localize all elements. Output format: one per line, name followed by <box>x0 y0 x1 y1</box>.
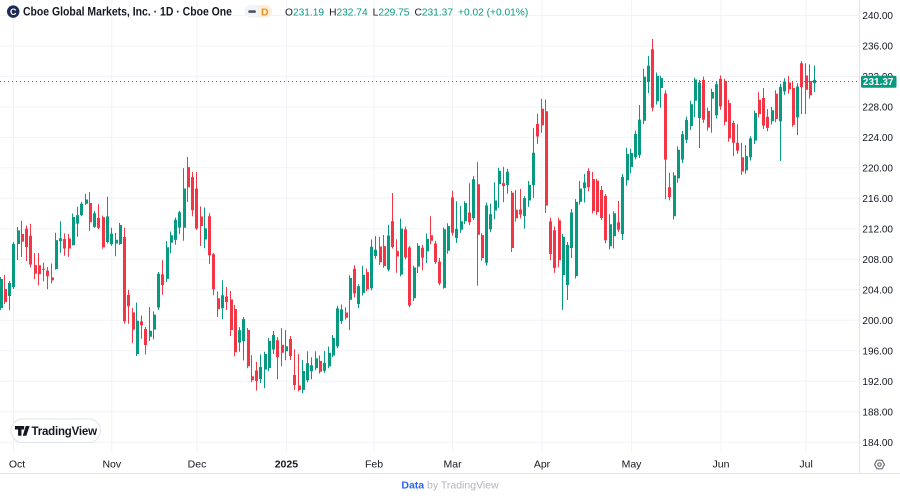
svg-text:Data by TradingView: Data by TradingView <box>401 480 499 492</box>
svg-text:2025: 2025 <box>275 459 299 471</box>
svg-text:192.00: 192.00 <box>862 377 893 388</box>
svg-text:TradingView: TradingView <box>32 426 98 438</box>
svg-text:Feb: Feb <box>365 459 383 471</box>
svg-text:184.00: 184.00 <box>862 438 893 449</box>
svg-text:220.00: 220.00 <box>862 164 893 175</box>
svg-text:236.00: 236.00 <box>862 42 893 53</box>
svg-text:Mar: Mar <box>444 459 463 471</box>
svg-text:Jul: Jul <box>799 459 812 471</box>
svg-text:196.00: 196.00 <box>862 347 893 358</box>
svg-text:208.00: 208.00 <box>862 255 893 266</box>
svg-text:188.00: 188.00 <box>862 408 893 419</box>
svg-text:Cboe Global Markets, Inc. · 1D: Cboe Global Markets, Inc. · 1D · Cboe On… <box>23 5 232 19</box>
svg-text:Nov: Nov <box>102 459 121 471</box>
svg-text:Oct: Oct <box>9 459 25 471</box>
svg-text:228.00: 228.00 <box>862 103 893 114</box>
svg-text:204.00: 204.00 <box>862 286 893 297</box>
svg-text:Dec: Dec <box>188 459 207 471</box>
svg-text:Apr: Apr <box>534 459 551 471</box>
svg-text:231.37: 231.37 <box>863 77 894 88</box>
svg-text:224.00: 224.00 <box>862 133 893 144</box>
svg-text:240.00: 240.00 <box>862 11 893 22</box>
svg-text:Jun: Jun <box>713 459 730 471</box>
svg-text:200.00: 200.00 <box>862 316 893 327</box>
svg-text:May: May <box>622 459 643 471</box>
svg-text:C: C <box>10 7 17 17</box>
svg-text:216.00: 216.00 <box>862 194 893 205</box>
svg-text:D: D <box>261 7 269 19</box>
svg-text:212.00: 212.00 <box>862 225 893 236</box>
